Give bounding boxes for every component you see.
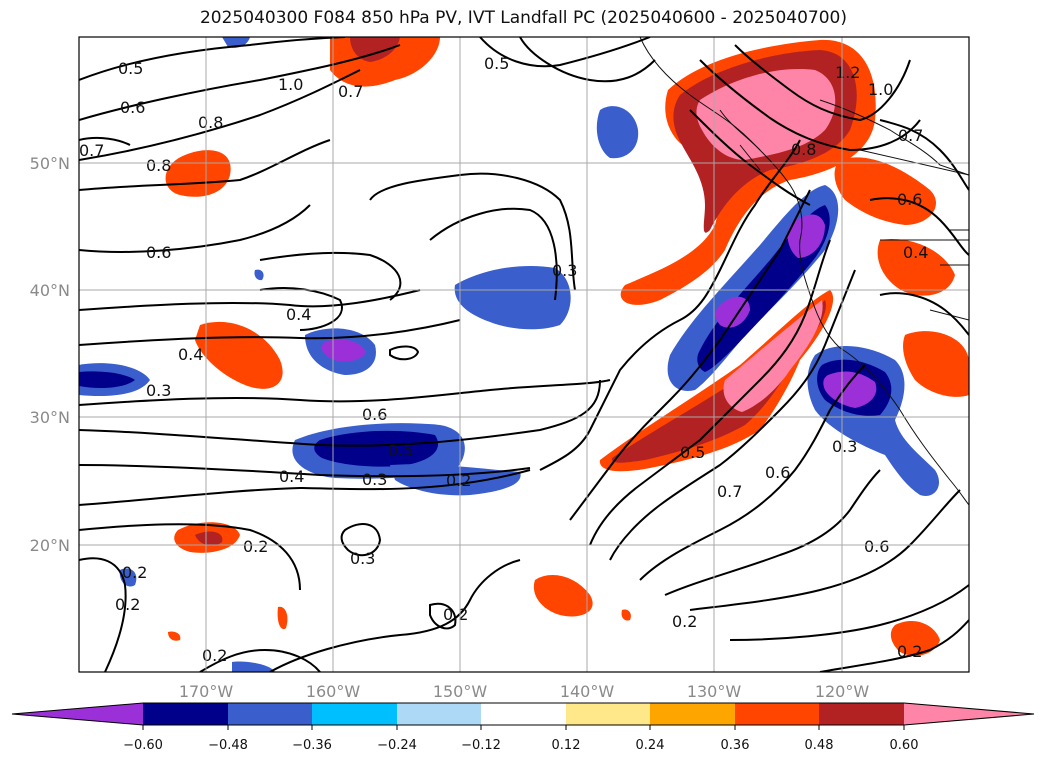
colorbar-tick-label: 0.36 [721,738,750,753]
colorbar-tick-label: 0.12 [552,738,581,753]
map-border [78,36,970,673]
contour-label: 0.3 [362,470,387,489]
lon-label-150w: 150°W [433,682,488,701]
lat-label-40n: 40°N [30,281,70,300]
contour-label: 0.3 [832,437,857,456]
contour-label: 0.7 [717,482,742,501]
lat-label-50n: 50°N [30,154,70,173]
gridlines [79,37,969,672]
colorbar-tick-label: 0.48 [805,738,834,753]
contour-label: 0.4 [178,345,203,364]
contour-label: 0.8 [198,113,223,132]
lat-labels: 50°N 40°N 30°N 20°N [30,154,70,555]
contour-label: 0.4 [279,467,304,486]
contour-label: 1.2 [835,63,860,82]
contour-label: 0.6 [362,405,387,424]
lon-label-160w: 160°W [306,682,361,701]
colorbar-tick-label: 0.24 [636,738,665,753]
contour-label: 0.2 [202,646,227,665]
colorbar-extend-low [12,703,143,725]
contour-label: 0.7 [898,126,923,145]
lat-label-30n: 30°N [30,408,70,427]
lon-label-170w: 170°W [179,682,234,701]
colorbar-tick-label: −0.36 [292,738,332,753]
lon-label-130w: 130°W [687,682,742,701]
lon-label-120w: 120°W [815,682,870,701]
coastlines [639,37,969,506]
contour-label: 0.4 [286,305,311,324]
contour-label: 0.6 [120,98,145,117]
colorbar-segment [650,703,735,725]
colorbar-segment [312,703,397,725]
contour-label: 1.0 [278,75,303,94]
contour-label: 0.8 [146,156,171,175]
contour-labels: 0.5 1.0 0.7 0.5 0.6 0.8 0.7 0.8 1.2 1.0 … [79,54,928,665]
colorbar-segment [735,703,819,725]
contour-label: 0.5 [388,441,413,460]
contour-label: 0.7 [79,141,104,160]
lon-labels: 170°W 160°W 150°W 140°W 130°W 120°W [179,682,870,701]
colorbar-extend-high [904,703,1034,725]
colorbar: −0.60 −0.48 −0.36 −0.24 −0.12 0.12 0.24 … [11,702,1035,753]
contour-label: 0.5 [680,443,705,462]
lat-label-20n: 20°N [30,536,70,555]
contour-label: 0.2 [672,612,697,631]
colorbar-segment [481,703,566,725]
contour-label: 0.3 [146,381,171,400]
contour-label: 0.4 [903,243,928,262]
contour-label: 0.7 [338,82,363,101]
contour-label: 0.2 [443,605,468,624]
colorbar-segment [566,703,650,725]
contour-label: 0.6 [864,537,889,556]
contour-label: 0.2 [115,595,140,614]
contour-label: 0.2 [122,563,147,582]
contour-label: 0.6 [765,463,790,482]
colorbar-segment [397,703,481,725]
contour-label: 0.3 [552,261,577,280]
contour-label: 0.2 [243,537,268,556]
colorbar-segment [819,703,904,725]
contour-label: 0.2 [446,471,471,490]
contour-label: 0.8 [791,140,816,159]
pv-contours [79,37,969,672]
colorbar-tick-label: −0.12 [461,738,501,753]
contour-label: 1.0 [868,80,893,99]
colorbar-segment [228,703,312,725]
colorbar-tick-label: −0.60 [123,738,163,753]
colorbar-segment [143,703,228,725]
contour-label: 0.5 [484,54,509,73]
contour-label: 0.6 [146,243,171,262]
contour-label: 0.6 [897,190,922,209]
colorbar-tick-label: 0.60 [890,738,919,753]
contour-label: 0.5 [118,59,143,78]
contour-label: 0.3 [350,549,375,568]
contour-label: 0.2 [897,642,922,661]
colorbar-tick-label: −0.24 [377,738,417,753]
colorbar-tick-label: −0.48 [208,738,248,753]
map-title: 2025040300 F084 850 hPa PV, IVT Landfall… [199,8,847,28]
lon-label-140w: 140°W [560,682,615,701]
